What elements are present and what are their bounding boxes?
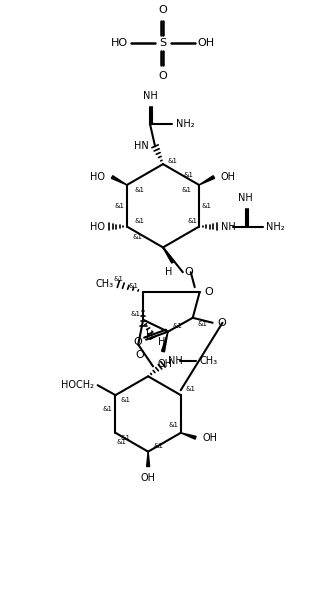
- Text: OH: OH: [158, 359, 173, 369]
- Text: &1: &1: [133, 234, 143, 240]
- Text: O: O: [205, 287, 214, 297]
- Text: NH: NH: [168, 356, 183, 366]
- Text: &1: &1: [187, 218, 197, 224]
- Text: OH: OH: [221, 172, 236, 182]
- Text: OH: OH: [202, 433, 217, 442]
- Text: O: O: [217, 318, 226, 328]
- Text: HN: HN: [134, 141, 149, 151]
- Text: NH₂: NH₂: [176, 119, 194, 129]
- Text: &1: &1: [121, 397, 130, 403]
- Text: O: O: [134, 337, 142, 346]
- Text: &1: &1: [183, 172, 193, 178]
- Polygon shape: [181, 433, 196, 439]
- Text: &1: &1: [186, 386, 196, 392]
- Text: NH: NH: [238, 193, 253, 203]
- Text: &1: &1: [135, 218, 145, 224]
- Text: HOCH₂: HOCH₂: [61, 380, 94, 390]
- Text: HO: HO: [90, 222, 105, 232]
- Text: OH: OH: [198, 38, 215, 48]
- Text: &1: &1: [128, 283, 138, 289]
- Text: &1: &1: [181, 187, 191, 193]
- Text: NH: NH: [221, 222, 236, 232]
- Text: &1: &1: [169, 422, 179, 428]
- Text: HO: HO: [90, 172, 105, 182]
- Polygon shape: [163, 247, 174, 263]
- Text: &1: &1: [153, 442, 163, 448]
- Text: &1: &1: [113, 276, 124, 282]
- Text: &1: &1: [102, 406, 112, 412]
- Text: HO: HO: [111, 38, 128, 48]
- Polygon shape: [199, 176, 215, 185]
- Text: NH: NH: [143, 91, 158, 101]
- Polygon shape: [111, 176, 127, 185]
- Text: &1: &1: [168, 158, 178, 164]
- Text: &1: &1: [201, 203, 211, 209]
- Text: &1: &1: [117, 439, 127, 445]
- Text: &1: &1: [173, 323, 183, 329]
- Polygon shape: [147, 452, 150, 467]
- Text: &1: &1: [115, 203, 125, 209]
- Text: O: O: [136, 349, 145, 359]
- Text: H: H: [146, 330, 153, 340]
- Text: &1: &1: [121, 435, 130, 441]
- Text: S: S: [160, 38, 166, 48]
- Text: OH: OH: [141, 473, 156, 483]
- Text: O: O: [159, 71, 167, 81]
- Text: H: H: [165, 267, 173, 277]
- Polygon shape: [162, 332, 168, 352]
- Text: O: O: [185, 267, 194, 277]
- Text: O: O: [159, 5, 167, 15]
- Text: &1: &1: [130, 311, 140, 317]
- Text: CH₃: CH₃: [95, 279, 113, 289]
- Text: NH₂: NH₂: [266, 222, 285, 232]
- Text: H: H: [158, 337, 165, 346]
- Text: &1: &1: [135, 187, 145, 193]
- Text: CH₃: CH₃: [200, 356, 218, 366]
- Text: &1: &1: [198, 321, 208, 327]
